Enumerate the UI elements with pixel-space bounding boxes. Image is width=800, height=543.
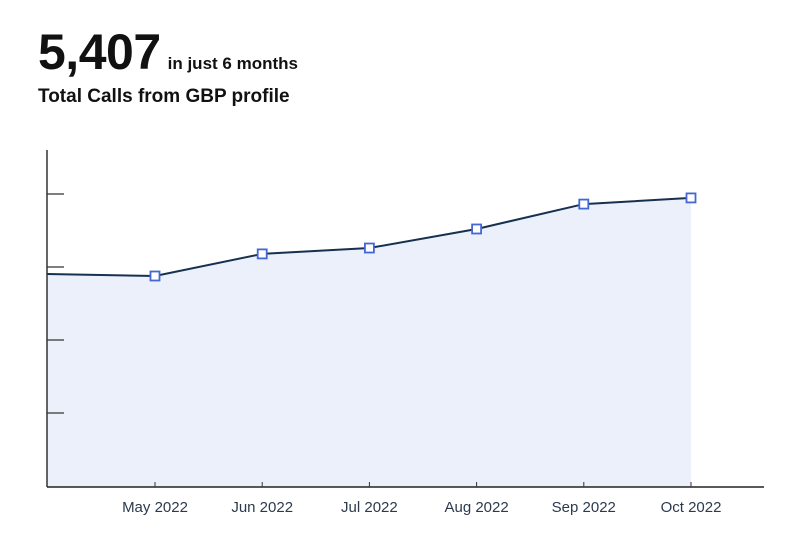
total-calls-value: 5,407 — [38, 24, 161, 80]
data-point-marker[interactable] — [685, 192, 697, 204]
data-point-marker[interactable] — [256, 248, 268, 260]
x-axis-label: Oct 2022 — [661, 499, 722, 516]
data-point-marker[interactable] — [363, 242, 375, 254]
data-point-marker[interactable] — [471, 223, 483, 235]
data-markers — [149, 192, 697, 282]
data-point-marker[interactable] — [578, 198, 590, 210]
data-point-marker[interactable] — [149, 270, 161, 282]
x-axis-label: Jun 2022 — [231, 499, 293, 516]
chart-header: 5,407 in just 6 months Total Calls from … — [38, 24, 298, 108]
x-axis-label: Aug 2022 — [444, 499, 508, 516]
x-axis-label: May 2022 — [122, 499, 188, 516]
x-axis-label: Jul 2022 — [341, 499, 398, 516]
headline: 5,407 in just 6 months — [38, 24, 298, 80]
x-axis-label: Sep 2022 — [552, 499, 616, 516]
area-fill — [47, 197, 691, 487]
y-axis-ticks — [47, 193, 64, 414]
x-axis-ticks — [154, 482, 692, 487]
chart-subtitle: Total Calls from GBP profile — [38, 86, 290, 107]
x-axis-labels: May 2022 Jun 2022 Jul 2022 Aug 2022 Sep 2022… — [122, 499, 721, 516]
period-note: in just 6 months — [167, 54, 298, 73]
